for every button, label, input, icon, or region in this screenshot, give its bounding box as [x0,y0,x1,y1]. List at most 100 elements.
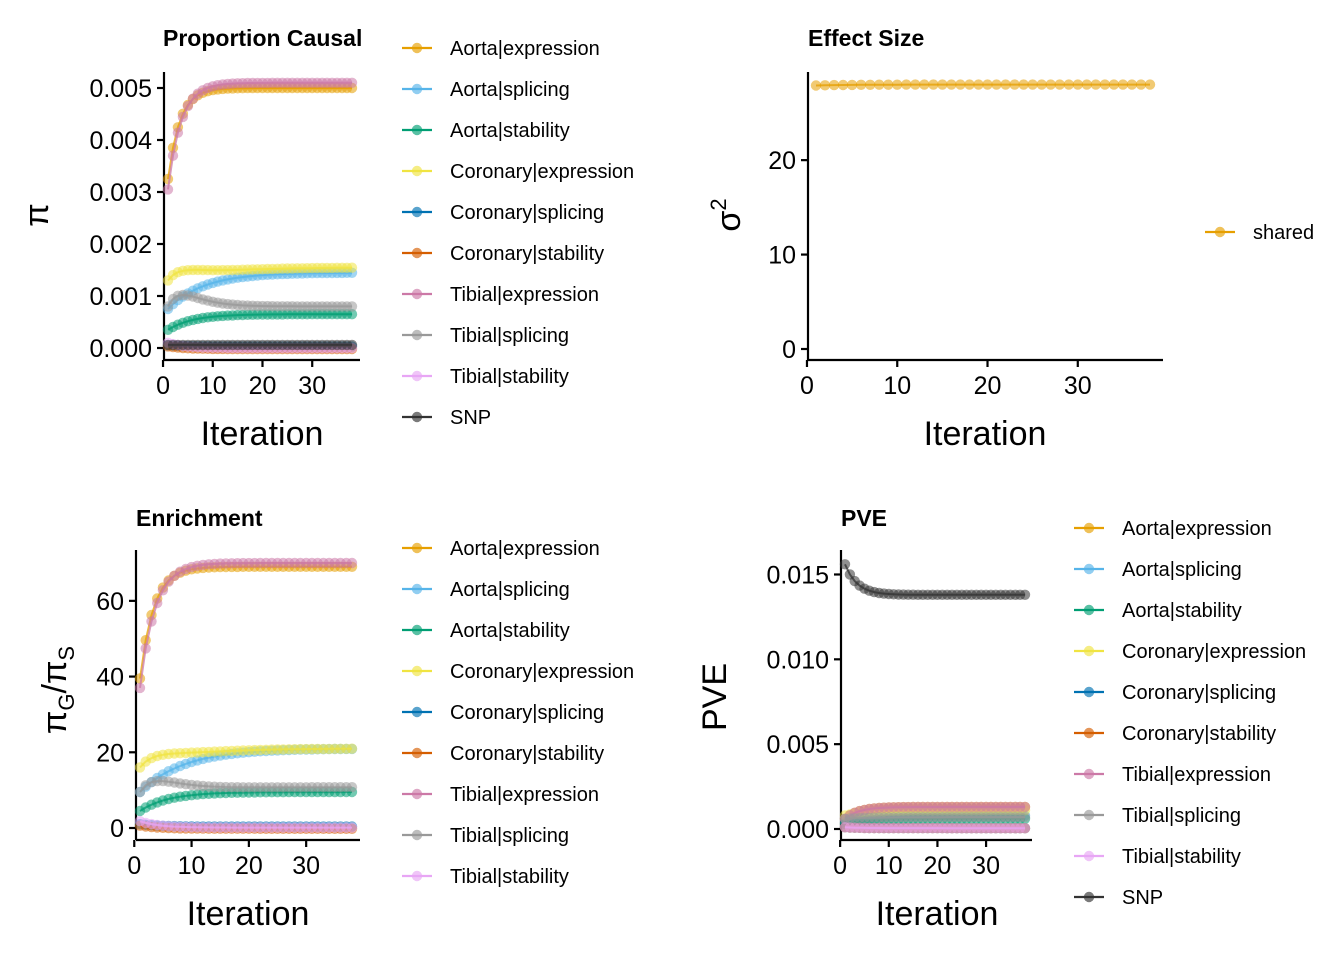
data-point [1072,79,1084,90]
legend-key-point [411,83,423,95]
data-point [140,643,151,654]
legend-item-coronary-stability: Coronary|stability [402,243,604,265]
series-tibial-splicing [134,775,358,798]
x-tick-label: 20 [249,372,277,400]
data-point [157,585,169,596]
data-point [1027,79,1038,90]
legend-item-coronary-splicing: Coronary|splicing [402,702,604,724]
data-point [152,597,163,609]
data-point [928,79,939,90]
y-tick-label: 0.005 [89,75,152,103]
y-tick-label: 0.000 [766,816,829,844]
x-axis-title: Iteration [201,415,324,453]
data-point [865,79,876,91]
legend-item-coronary-stability: Coronary|stability [1074,723,1276,745]
legend-key-point [411,206,423,218]
legend-key-point [1083,850,1095,862]
data-point [1009,79,1020,90]
y-tick-label: 0.001 [89,283,152,311]
panel-title: PVE [841,505,887,531]
data-point [1036,79,1047,90]
legend-key-point [411,247,423,259]
legend-key-point [1083,727,1095,739]
data-point [1063,79,1075,90]
x-tick-label: 20 [235,852,263,880]
legend-key-point [411,829,423,841]
data-point [1019,801,1031,813]
y-tick-label: 0.015 [766,561,829,589]
legend-label: Tibial|splicing [450,325,569,347]
series-snp [162,339,358,351]
legend-label: Tibial|splicing [450,825,569,847]
series-tibial-splicing [162,289,358,312]
legend-item-tibial-stability: Tibial|stability [402,866,569,888]
plot-area: 0 10 20 30 0.000 0.005 0.010 0.015 [766,550,1032,880]
x-tick-label: 30 [298,372,326,400]
y-tick-label: 20 [768,147,796,175]
legend-key-point [1083,522,1095,534]
data-point [346,309,358,320]
legend: Aorta|expression Aorta|splicing Aorta|stab… [402,538,634,888]
panel-title: Proportion Causal [163,25,362,51]
legend-key-point [1214,226,1226,238]
legend-item-tibial-splicing: Tibial|splicing [402,825,569,847]
series-coronary-expression [162,262,358,286]
legend-item-aorta-splicing: Aorta|splicing [402,79,570,101]
y-tick-label: 0.004 [89,127,152,155]
data-point [1018,79,1029,90]
series-tibial-splicing [839,811,1031,824]
data-point [346,262,358,273]
legend-item-tibial-stability: Tibial|stability [1074,846,1241,868]
legend-key-point [411,747,423,759]
panel-title: Effect Size [808,25,924,51]
legend-label: Tibial|splicing [1122,805,1241,827]
legend-item-tibial-expression: Tibial|expression [402,784,599,806]
legend-label: Tibial|expression [1122,764,1271,786]
legend-key-point [1083,768,1095,780]
data-point [1019,589,1031,600]
legend-item-shared: shared [1205,222,1314,244]
data-point [973,79,984,90]
series-tibial-expression [162,77,358,195]
data-point [919,79,930,90]
y-axis-title-superscript: 2 [706,198,731,210]
legend-key-point [411,788,423,800]
x-axis-title: Iteration [187,895,310,933]
legend-key-point [411,665,423,677]
series-snp [839,559,1031,600]
x-axis-title: Iteration [876,895,999,933]
data-point [162,184,174,195]
legend-label: Coronary|expression [1122,641,1306,663]
data-point [182,100,194,112]
plot-area: 0 10 20 30 0.000 0.001 0.002 0.003 0.004 0.005 [89,72,360,400]
legend-item-aorta-expression: Aorta|expression [1074,518,1272,540]
legend-item-coronary-stability: Coronary|stability [402,743,604,765]
data-point [1081,79,1093,90]
legend-key-point [1083,604,1095,616]
legend-key-point [411,370,423,382]
data-point [1045,79,1056,90]
data-point [828,79,840,91]
data-point [167,150,179,161]
legend-item-tibial-splicing: Tibial|splicing [1074,805,1241,827]
series-shared [810,79,1156,91]
panel-pve: PVE Iteration PVE 0 10 20 30 0.000 0.005 0.010… [696,505,1306,933]
data-point [346,339,358,351]
legend: shared [1205,222,1314,244]
data-point [346,743,358,754]
legend-item-tibial-expression: Tibial|expression [402,284,599,306]
y-title-sub-g: G [54,694,79,711]
legend-label: Coronary|splicing [450,702,604,724]
y-title-pi-g: π [36,711,74,734]
legend-label: Tibial|stability [450,866,569,888]
data-point [1090,79,1102,90]
data-point [1108,79,1120,90]
legend: Aorta|expression Aorta|splicing Aorta|stab… [1074,518,1306,909]
legend-key-point [411,583,423,595]
data-point [855,79,867,91]
x-axis-title: Iteration [924,415,1047,453]
legend-item-aorta-stability: Aorta|stability [402,620,570,642]
y-tick-label: 40 [96,664,124,692]
legend-key-point [1083,686,1095,698]
data-point [146,616,157,627]
